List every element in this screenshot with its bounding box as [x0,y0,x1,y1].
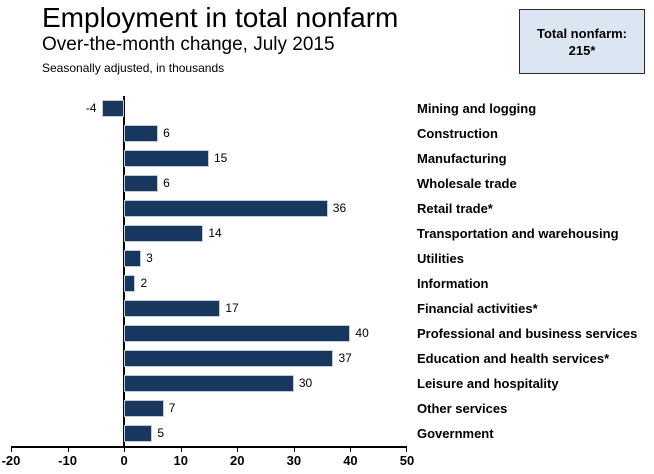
zero-axis-line [123,96,126,446]
category-label: Wholesale trade [417,176,517,191]
x-axis-tick-label: -10 [58,453,77,468]
category-label: Education and health services* [417,351,610,366]
total-nonfarm-callout: Total nonfarm: 215* [519,9,645,74]
value-label: -4 [85,101,97,115]
bar-utilities [124,250,142,267]
value-label: 36 [332,201,347,215]
value-label: 37 [338,351,352,365]
category-labels: Mining and logging Construction Manufactur… [417,96,654,446]
value-label: 14 [208,226,222,240]
bar-government [124,425,153,442]
category-label: Government [417,426,494,441]
bar-manufacturing [124,150,209,167]
value-label: 6 [163,176,170,190]
bar-transportation-and-warehousing [124,225,204,242]
category-label: Construction [417,126,498,141]
bar-information [124,275,136,292]
value-label: 40 [355,326,369,340]
value-label: 15 [214,151,228,165]
x-axis-tick-label: 40 [343,453,358,468]
bar-wholesale-trade [124,175,159,192]
value-label: 17 [225,301,239,315]
x-axis-tick [124,448,126,452]
category-label: Mining and logging [417,101,537,116]
x-axis-tick-label: 10 [173,453,188,468]
x-axis-tick-label: -20 [1,453,21,468]
x-axis-tick [350,448,352,452]
value-label: 5 [157,426,165,440]
bar-financial-activities [124,300,221,317]
category-label: Utilities [417,251,464,266]
category-label: Transportation and warehousing [417,226,619,241]
bar-professional-and-business-services [124,325,351,342]
bar-leisure-and-hospitality [124,375,294,392]
x-axis: -20 -10 0 10 20 30 40 50 [2,448,414,474]
plot-area: -4 6 15 6 36 14 3 2 17 40 37 30 7 5 [11,96,407,448]
category-label: Manufacturing [417,151,507,166]
category-label: Other services [417,401,508,416]
callout-value: 215* [568,42,596,58]
bar-construction [124,125,159,142]
x-axis-tick-label: 0 [120,453,128,468]
value-label: 6 [163,126,170,140]
x-axis-tick [406,448,407,452]
category-label: Information [417,276,489,291]
x-axis-tick-label: 20 [230,453,245,468]
category-label: Professional and business services [417,326,638,341]
category-label: Leisure and hospitality [417,376,559,391]
category-label: Financial activities* [417,301,538,316]
x-axis-tick [293,448,295,452]
x-axis-tick [237,448,239,452]
bar-education-and-health-services [124,350,334,367]
x-axis-tick [180,448,182,452]
bar-other-services [124,400,164,417]
value-label: 3 [146,251,153,265]
x-axis-tick [11,448,12,452]
value-label: 2 [140,276,148,290]
bar-mining-and-logging [101,100,125,117]
value-label: 30 [298,376,313,390]
value-label: 7 [168,401,176,415]
x-axis-tick-label: 30 [286,453,302,468]
chart-note: Seasonally adjusted, in thousands [42,61,225,75]
x-axis-tick-label: 50 [399,453,415,468]
chart-subtitle: Over-the-month change, July 2015 [42,34,335,55]
x-axis-tick [67,448,69,452]
bar-retail-trade [124,200,328,217]
category-label: Retail trade* [417,201,493,216]
chart-title: Employment in total nonfarm [42,2,399,33]
callout-label: Total nonfarm: [536,25,628,41]
